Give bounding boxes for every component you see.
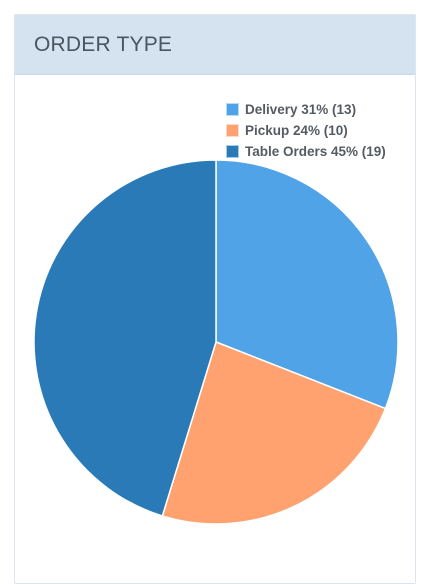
pie-slice-table-orders[interactable] [33, 159, 217, 517]
pie-slices [33, 159, 399, 525]
legend-swatch-table-orders [226, 145, 239, 158]
panel-header: ORDER TYPE [15, 15, 415, 75]
pie-slice-pickup[interactable] [161, 341, 387, 525]
legend-label-pickup: Pickup 24% (10) [245, 123, 348, 138]
legend-label-delivery: Delivery 31% (13) [245, 102, 357, 117]
legend-item-delivery[interactable]: Delivery 31% (13) [226, 99, 386, 120]
legend-swatch-pickup [226, 124, 239, 137]
pie-slice-delivery[interactable] [215, 159, 399, 410]
legend-item-pickup[interactable]: Pickup 24% (10) [226, 120, 386, 141]
panel-title: ORDER TYPE [34, 32, 173, 56]
legend-item-table-orders[interactable]: Table Orders 45% (19) [226, 141, 386, 162]
legend-swatch-delivery [226, 103, 239, 116]
legend-label-table-orders: Table Orders 45% (19) [245, 144, 386, 159]
pie-chart [33, 159, 399, 525]
chart-legend: Delivery 31% (13) Pickup 24% (10) Table … [226, 99, 386, 162]
